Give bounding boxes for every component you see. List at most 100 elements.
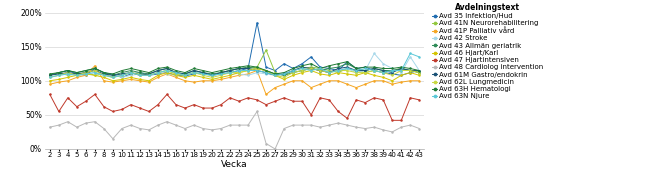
Avd 35 Infektion/Hud <box>163 71 171 74</box>
Avd 41P Palliativ vård <box>316 83 324 85</box>
Avd 41N Neurorehabilitering <box>208 74 216 76</box>
Avd 41P Palliativ vård <box>181 80 189 82</box>
Avd 63H Hematologi <box>271 73 279 75</box>
Avd 48 Cardiolog intervention <box>55 124 63 126</box>
Avd 41N Neurorehabilitering <box>172 73 180 75</box>
Avd 43 Allmän geriatrik <box>145 73 153 75</box>
Avd 47 Hjartintensiven <box>145 110 153 113</box>
Avd 61M Gastro/endokrin <box>64 71 72 74</box>
Avd 46 Hjart/Karl <box>127 76 135 79</box>
Avd 63H Hematologi <box>415 69 423 72</box>
Avd 62L Lungmedicin <box>46 76 54 79</box>
Avd 35 Infektion/Hud <box>82 74 90 76</box>
Avd 35 Infektion/Hud <box>388 73 396 75</box>
Avd 46 Hjart/Karl <box>415 74 423 76</box>
Avd 47 Hjartintensiven <box>397 119 405 121</box>
Avd 62L Lungmedicin <box>280 76 288 79</box>
Avd 35 Infektion/Hud <box>379 71 387 74</box>
Avd 41N Neurorehabilitering <box>190 71 198 74</box>
Avd 63H Hematologi <box>280 71 288 74</box>
Avd 46 Hjart/Karl <box>199 76 207 79</box>
Avd 46 Hjart/Karl <box>64 76 72 79</box>
Avd 43 Allmän geriatrik <box>172 71 180 74</box>
Avd 41P Palliativ vård <box>217 78 225 81</box>
Avd 35 Infektion/Hud <box>46 74 54 76</box>
Avd 35 Infektion/Hud <box>73 73 81 75</box>
Line: Avd 61M Gastro/endokrin: Avd 61M Gastro/endokrin <box>49 66 421 77</box>
Avd 63N Njure <box>298 67 306 70</box>
Avd 62L Lungmedicin <box>379 71 387 74</box>
Avd 63N Njure <box>190 71 198 74</box>
Avd 42 Stroke <box>208 74 216 76</box>
Avd 61M Gastro/endokrin <box>73 73 81 75</box>
Avd 62L Lungmedicin <box>154 71 162 74</box>
Avd 62L Lungmedicin <box>163 69 171 72</box>
Avd 46 Hjart/Karl <box>73 74 81 76</box>
Avd 63N Njure <box>154 71 162 74</box>
Avd 35 Infektion/Hud <box>307 56 315 58</box>
Avd 47 Hjartintensiven <box>64 97 72 99</box>
Avd 63H Hematologi <box>397 66 405 68</box>
Avd 61M Gastro/endokrin <box>46 74 54 76</box>
Avd 43 Allmän geriatrik <box>181 73 189 75</box>
Avd 47 Hjartintensiven <box>370 97 378 99</box>
Avd 35 Infektion/Hud <box>181 75 189 77</box>
Avd 63H Hematologi <box>217 69 225 72</box>
Avd 41P Palliativ vård <box>397 81 405 83</box>
Avd 42 Stroke <box>55 74 63 76</box>
Avd 43 Allmän geriatrik <box>244 66 252 68</box>
Avd 62L Lungmedicin <box>100 74 108 76</box>
Avd 41N Neurorehabilitering <box>46 74 54 76</box>
Avd 63N Njure <box>46 76 54 79</box>
Avd 35 Infektion/Hud <box>262 66 270 68</box>
Line: Avd 43 Allmän geriatrik: Avd 43 Allmän geriatrik <box>49 62 421 77</box>
Avd 48 Cardiolog intervention <box>91 121 99 123</box>
Avd 47 Hjartintensiven <box>208 107 216 109</box>
Avd 47 Hjartintensiven <box>190 104 198 106</box>
Avd 62L Lungmedicin <box>397 69 405 72</box>
Avd 62L Lungmedicin <box>344 69 351 72</box>
Avd 46 Hjart/Karl <box>109 80 116 82</box>
Avd 48 Cardiolog intervention <box>46 126 54 128</box>
Avd 63H Hematologi <box>109 73 116 75</box>
Line: Avd 47 Hjartintensiven: Avd 47 Hjartintensiven <box>49 93 421 122</box>
Avd 61M Gastro/endokrin <box>353 69 360 72</box>
Avd 61M Gastro/endokrin <box>406 69 414 72</box>
Avd 41N Neurorehabilitering <box>127 71 135 74</box>
Avd 61M Gastro/endokrin <box>325 71 333 74</box>
Avd 63H Hematologi <box>379 67 387 70</box>
Avd 41N Neurorehabilitering <box>118 74 126 76</box>
Avd 43 Allmän geriatrik <box>289 71 297 74</box>
Avd 42 Stroke <box>199 73 207 75</box>
Avd 43 Allmän geriatrik <box>280 74 288 76</box>
Avd 63H Hematologi <box>46 73 54 75</box>
Avd 63N Njure <box>172 71 180 74</box>
Avd 63N Njure <box>163 69 171 72</box>
Avd 61M Gastro/endokrin <box>244 67 252 70</box>
Avd 41P Palliativ vård <box>361 83 369 85</box>
Avd 42 Stroke <box>316 69 324 72</box>
Avd 47 Hjartintensiven <box>262 104 270 106</box>
Avd 41P Palliativ vård <box>118 80 126 82</box>
Avd 47 Hjartintensiven <box>91 93 99 96</box>
Avd 63H Hematologi <box>127 67 135 70</box>
Avd 63N Njure <box>82 73 90 75</box>
Avd 47 Hjartintensiven <box>379 99 387 101</box>
Avd 61M Gastro/endokrin <box>316 69 324 72</box>
Avd 35 Infektion/Hud <box>199 71 207 74</box>
Avd 62L Lungmedicin <box>199 74 207 76</box>
Avd 63N Njure <box>208 74 216 76</box>
Avd 61M Gastro/endokrin <box>82 71 90 74</box>
Avd 48 Cardiolog intervention <box>253 110 261 113</box>
Avd 63H Hematologi <box>406 67 414 70</box>
Avd 41P Palliativ vård <box>388 83 396 85</box>
Avd 41N Neurorehabilitering <box>55 71 63 74</box>
Avd 63N Njure <box>307 69 315 72</box>
Avd 48 Cardiolog intervention <box>64 121 72 123</box>
Avd 42 Stroke <box>100 74 108 76</box>
Avd 43 Allmän geriatrik <box>73 71 81 74</box>
Avd 46 Hjart/Karl <box>397 74 405 76</box>
Avd 41N Neurorehabilitering <box>415 71 423 74</box>
Avd 41N Neurorehabilitering <box>353 69 360 72</box>
Line: Avd 62L Lungmedicin: Avd 62L Lungmedicin <box>49 67 421 79</box>
